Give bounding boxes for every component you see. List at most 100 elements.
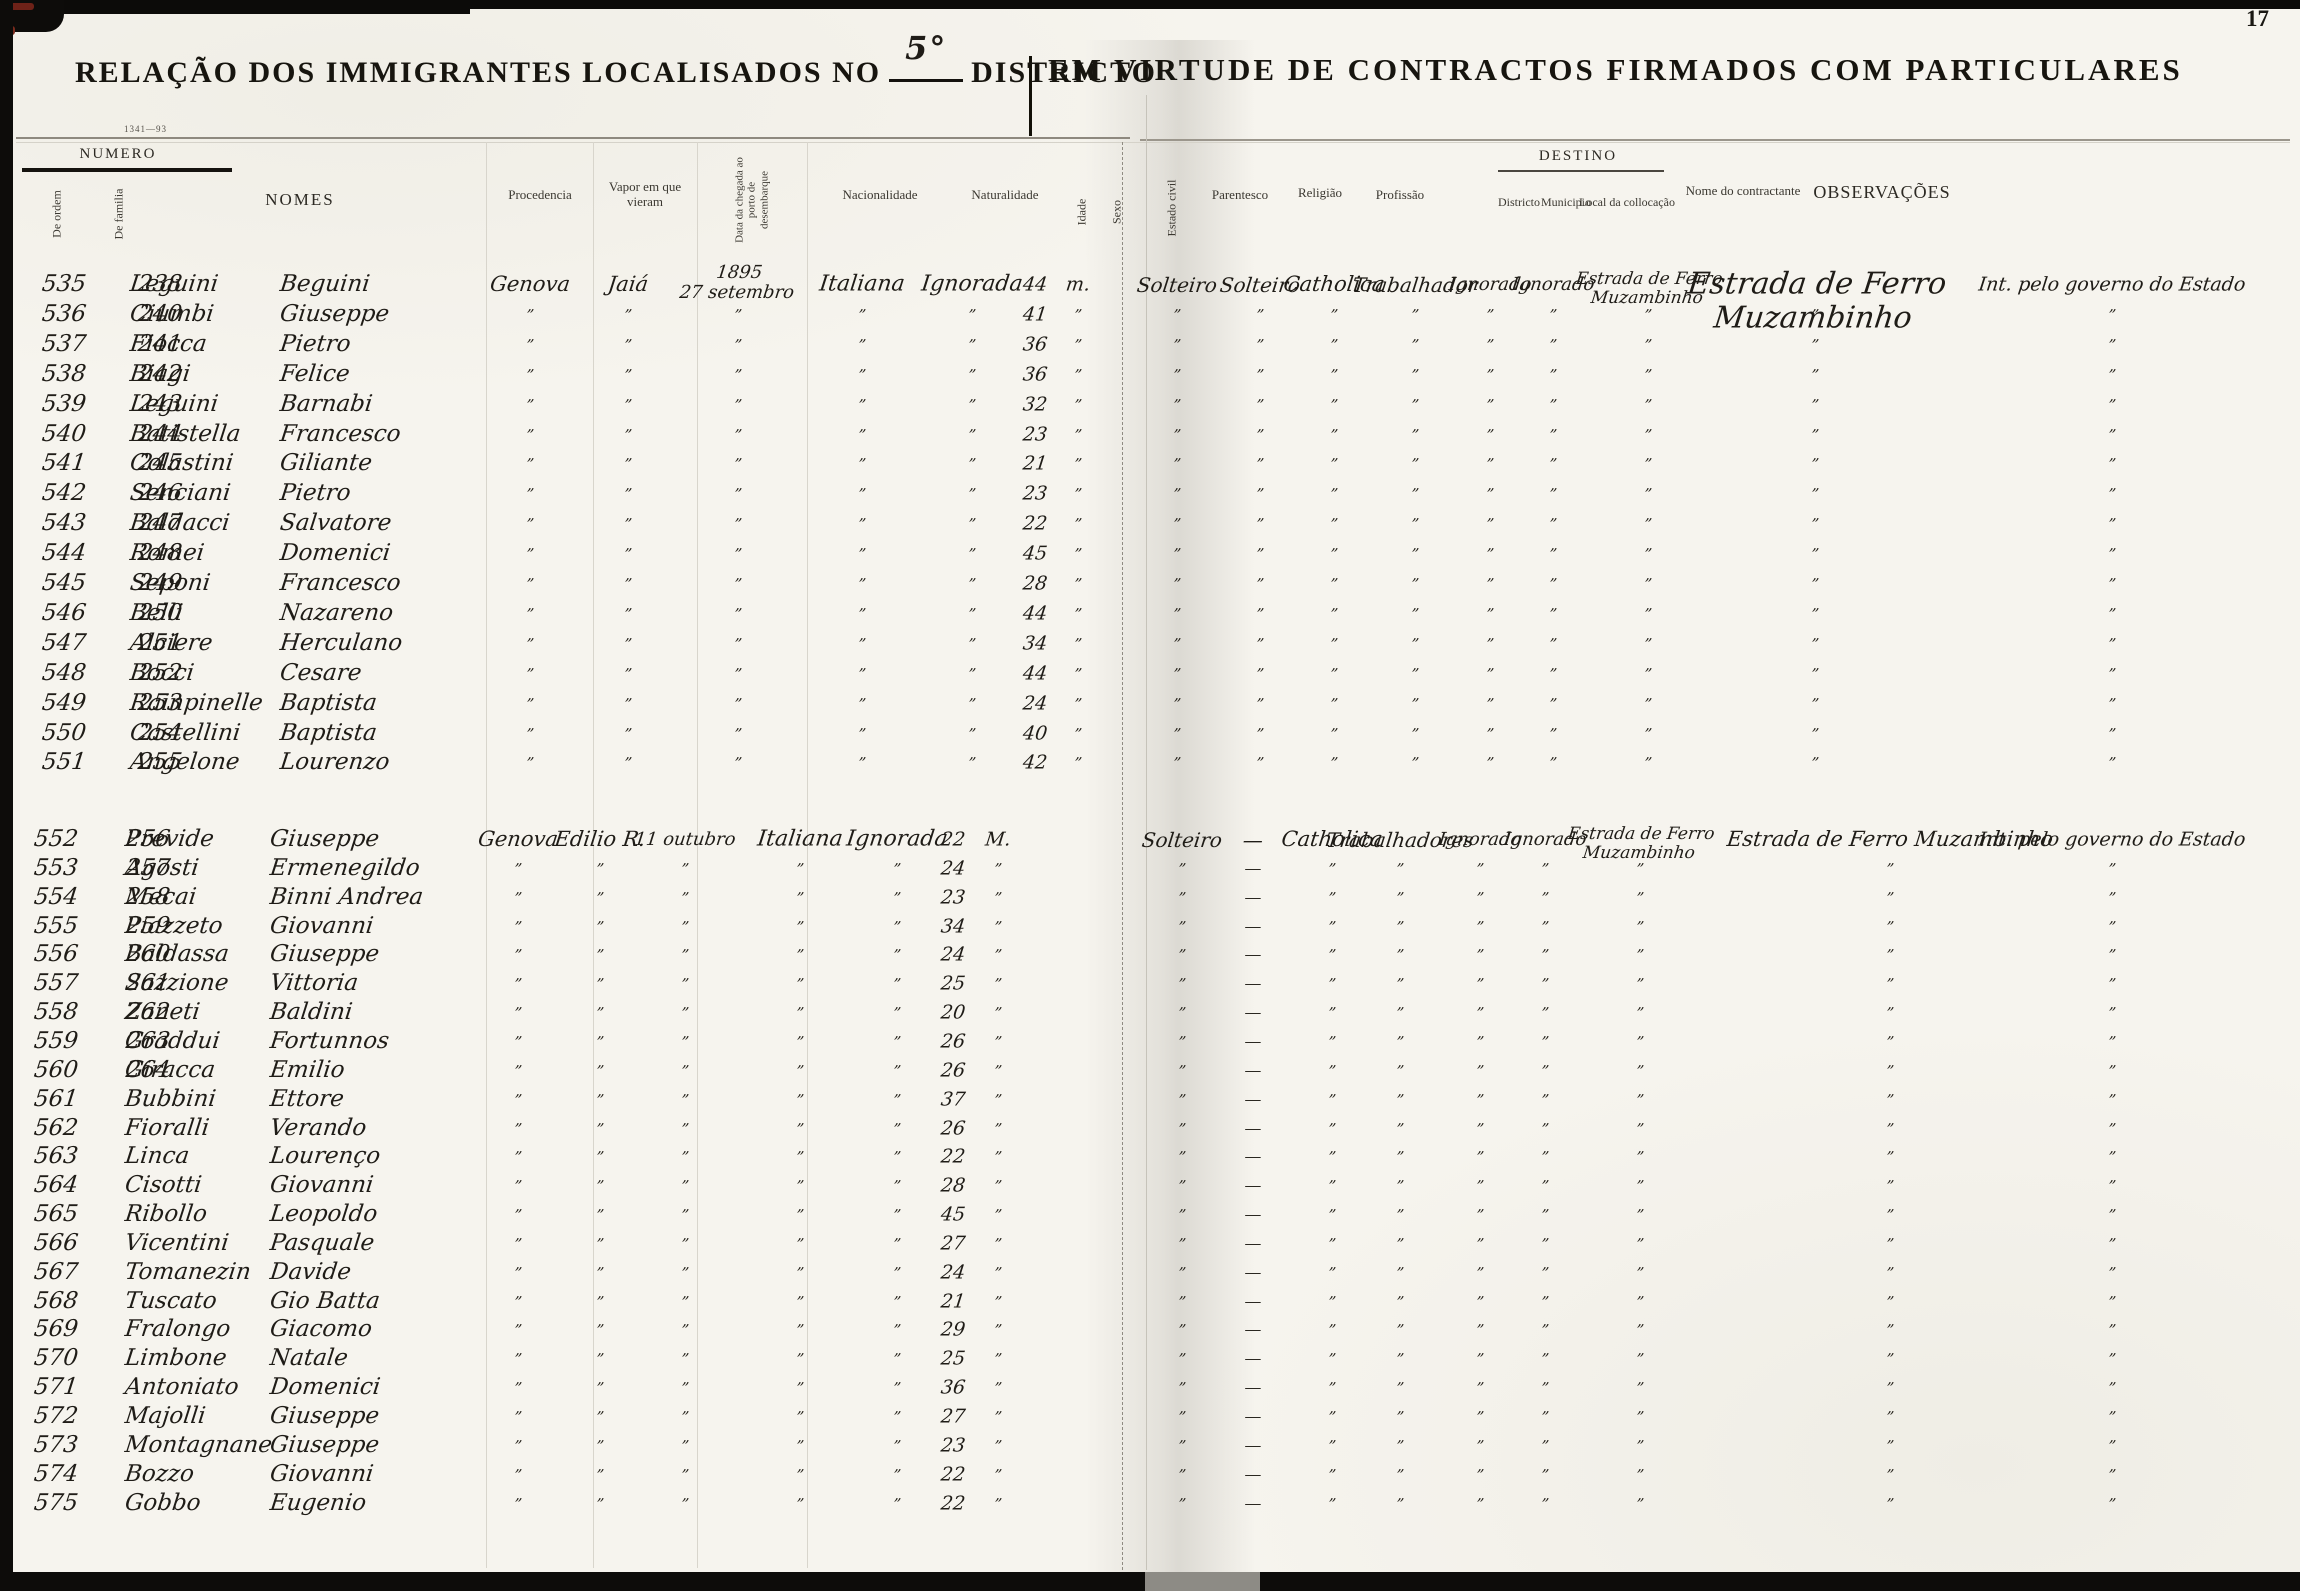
- ditto-mark: ”: [1485, 425, 1495, 444]
- ditto-mark: ”: [993, 975, 1003, 994]
- ditto-mark: ”: [1410, 634, 1420, 653]
- ditto-mark: ”: [892, 1350, 902, 1369]
- ditto-mark: ”: [1073, 545, 1083, 564]
- ditto-mark: ”: [1548, 395, 1558, 414]
- ditto-mark: ”: [1810, 604, 1820, 623]
- ditto-mark: ”: [967, 425, 977, 444]
- ditto-mark: ”: [1548, 455, 1558, 474]
- ditto-mark: ”: [623, 634, 633, 653]
- cell-idade: 24: [1021, 691, 1049, 714]
- ditto-mark: ”: [1475, 1379, 1485, 1398]
- ditto-mark: ”: [1885, 1090, 1895, 1109]
- ditto-mark: ”: [1410, 664, 1420, 683]
- ditto-mark: ”: [795, 859, 805, 878]
- ditto-mark: ”: [795, 1177, 805, 1196]
- ditto-mark: ”: [795, 1494, 805, 1513]
- ditto-mark: ”: [1073, 365, 1083, 384]
- cell-given: Leopoldo: [268, 1201, 379, 1228]
- ditto-mark: ”: [513, 1206, 523, 1225]
- ditto-mark: ”: [595, 1321, 605, 1340]
- ditto-mark: ”: [1810, 575, 1820, 593]
- ditto-mark: ”: [1548, 545, 1558, 564]
- ditto-mark: ”: [1485, 634, 1495, 653]
- ditto-mark: ”: [1885, 1061, 1895, 1080]
- ditto-mark: ”: [1410, 455, 1420, 474]
- cell-surname: Batistella: [128, 420, 243, 447]
- ditto-mark: ”: [993, 1177, 1003, 1196]
- cell-surname: Previde: [123, 826, 216, 853]
- cell-given: Salvatore: [278, 510, 393, 537]
- ditto-mark: ”: [513, 1004, 523, 1023]
- ditto-mark: ”: [680, 1032, 690, 1051]
- ditto-mark: ”: [795, 917, 805, 936]
- column-header-procedencia: Procedencia: [508, 187, 572, 202]
- ditto-mark: ”: [623, 425, 633, 444]
- ditto-mark: ”: [857, 425, 867, 444]
- cell-surname: Belli: [128, 600, 185, 627]
- cell-given: Nazareno: [278, 600, 395, 627]
- cell-given: Giovanni: [268, 1460, 375, 1487]
- ditto-mark: ”: [525, 634, 535, 653]
- ditto-mark: ”: [1635, 1090, 1645, 1109]
- ditto-mark: ”: [795, 1119, 805, 1138]
- cell-naturalidade: Ignorada: [845, 826, 950, 852]
- ditto-mark: ”: [2107, 664, 2117, 683]
- ditto-mark: ”: [1475, 1263, 1485, 1282]
- ditto-mark: ”: [733, 634, 743, 653]
- ditto-mark: ”: [2107, 1119, 2117, 1138]
- cell-contractante: Estrada de Ferro Muzambinho: [1685, 266, 1949, 335]
- cell-given: Pietro: [278, 480, 353, 507]
- district-blank-line: 5°: [889, 30, 964, 82]
- ditto-mark: ”: [892, 1321, 902, 1340]
- ditto-mark: ”: [1643, 575, 1653, 593]
- ditto-mark: ”: [1885, 1408, 1895, 1426]
- ditto-mark: ”: [795, 1004, 805, 1023]
- cell-surname: Bozzo: [123, 1460, 196, 1487]
- ditto-mark: ”: [513, 1436, 523, 1455]
- cell-ordem: 551: [40, 749, 88, 776]
- page-margin-dashed-line: [1122, 142, 1123, 1570]
- ditto-mark: ”: [1635, 859, 1645, 878]
- ditto-mark: ”: [595, 1408, 605, 1426]
- ditto-mark: ”: [795, 1061, 805, 1080]
- ditto-mark: ”: [1485, 545, 1495, 564]
- ditto-mark: ”: [513, 888, 523, 907]
- cell-idade: 29: [939, 1318, 967, 1341]
- cell-surname: Fralongo: [123, 1316, 232, 1343]
- ditto-mark: ”: [1540, 859, 1550, 878]
- ditto-mark: ”: [892, 975, 902, 994]
- ditto-mark: ”: [1885, 1119, 1895, 1138]
- cell-vapor: Jaiá: [606, 272, 650, 297]
- cell-idade: 36: [1021, 363, 1049, 386]
- ditto-mark: ”: [1395, 1090, 1405, 1109]
- ditto-mark: ”: [2107, 335, 2117, 354]
- cell-ordem: 571: [32, 1374, 80, 1401]
- ditto-mark: ”: [2107, 1177, 2117, 1196]
- ditto-mark: ”: [1395, 1177, 1405, 1196]
- cell-idade: 26: [939, 1030, 967, 1053]
- cell-surname: Limbone: [123, 1345, 229, 1372]
- cell-surname: Angelone: [128, 749, 242, 776]
- ditto-mark: ”: [1395, 1004, 1405, 1023]
- ditto-mark: ”: [1635, 1061, 1645, 1080]
- header-top-rule-faint: [16, 142, 2290, 143]
- ditto-mark: ”: [2107, 754, 2117, 773]
- cell-idade: 34: [939, 914, 967, 937]
- cell-surname: Fioralli: [123, 1114, 211, 1141]
- column-header-vapor: Vapor em que vieram: [608, 179, 682, 209]
- ditto-mark: ”: [892, 1234, 902, 1253]
- ditto-mark: ”: [623, 395, 633, 414]
- ditto-mark: ”: [623, 455, 633, 474]
- ditto-mark: ”: [2107, 859, 2117, 878]
- cell-surname: Montagnane: [123, 1431, 274, 1458]
- ditto-mark: ”: [993, 1494, 1003, 1513]
- ditto-mark: ”: [967, 455, 977, 474]
- ditto-mark: ”: [1485, 724, 1495, 743]
- ditto-mark: ”: [967, 634, 977, 653]
- ditto-mark: ”: [513, 1032, 523, 1051]
- ditto-mark: ”: [1327, 1494, 1337, 1513]
- ditto-mark: ”: [1410, 395, 1420, 414]
- ditto-mark: ”: [1327, 1090, 1337, 1109]
- cell-given: Baptista: [278, 719, 379, 746]
- ditto-mark: ”: [2107, 694, 2117, 713]
